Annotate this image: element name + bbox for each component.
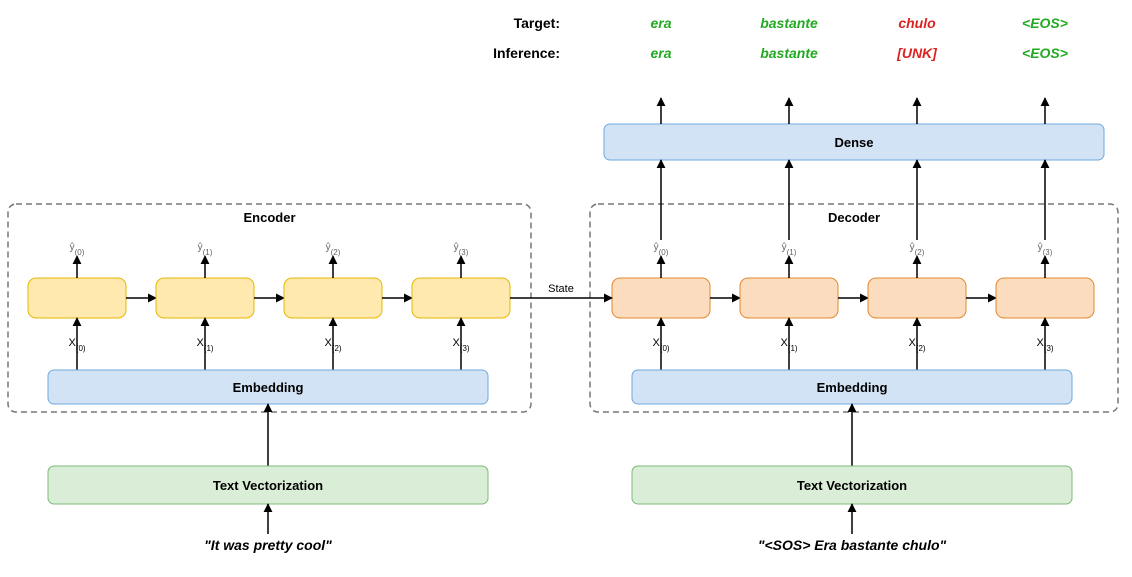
state-label: State [548, 283, 574, 295]
input-text: "<SOS> Era bastante chulo" [758, 537, 947, 553]
inference-token: <EOS> [1022, 45, 1068, 61]
text-vectorization-label: Text Vectorization [213, 478, 323, 493]
encoder-title: Encoder [243, 210, 295, 225]
input-text: "It was pretty cool" [204, 537, 332, 553]
target-token: chulo [898, 15, 936, 31]
inference-label: Inference: [493, 45, 560, 61]
rnn-cell [28, 278, 126, 318]
rnn-cell [868, 278, 966, 318]
rnn-cell [996, 278, 1094, 318]
target-token: era [650, 15, 671, 31]
target-token: <EOS> [1022, 15, 1068, 31]
inference-token: [UNK] [896, 45, 938, 61]
decoder-title: Decoder [828, 210, 880, 225]
rnn-cell [156, 278, 254, 318]
rnn-cell [284, 278, 382, 318]
inference-token: bastante [760, 45, 818, 61]
embedding-label: Embedding [817, 380, 888, 395]
rnn-cell [612, 278, 710, 318]
embedding-label: Embedding [233, 380, 304, 395]
target-token: bastante [760, 15, 818, 31]
rnn-cell [412, 278, 510, 318]
dense-label: Dense [834, 135, 873, 150]
inference-token: era [650, 45, 671, 61]
text-vectorization-label: Text Vectorization [797, 478, 907, 493]
target-label: Target: [514, 15, 560, 31]
rnn-cell [740, 278, 838, 318]
